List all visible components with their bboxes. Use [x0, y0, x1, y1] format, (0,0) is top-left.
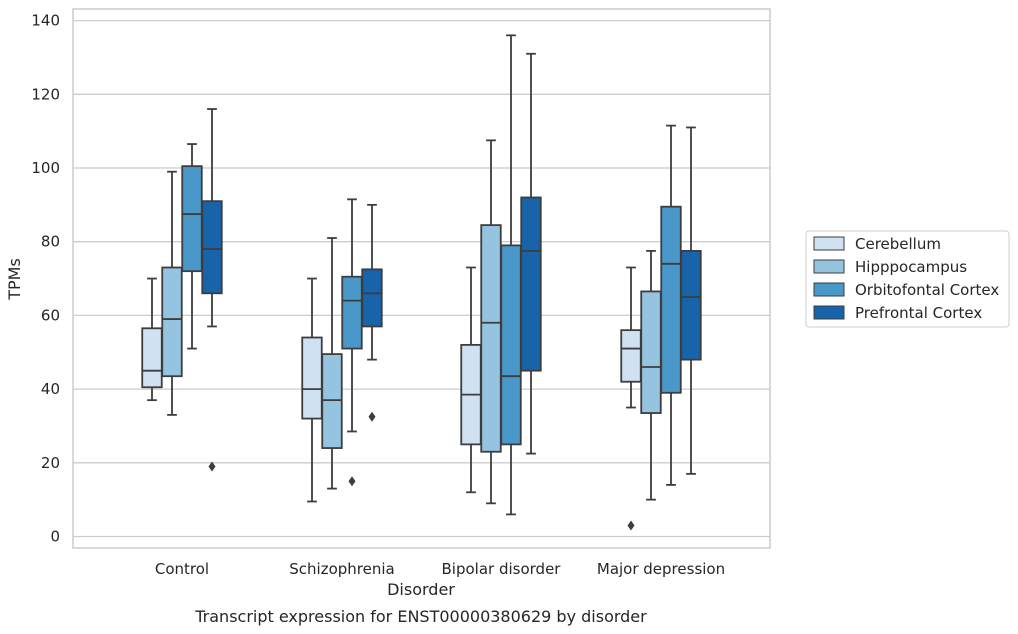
x-tick-label: Schizophrenia	[289, 560, 394, 578]
outlier-point	[348, 476, 356, 487]
x-tick-label: Bipolar disorder	[442, 560, 562, 578]
box-iqr	[520, 196, 542, 372]
legend-swatch	[813, 305, 845, 320]
y-tick-label: 140	[31, 12, 60, 30]
box-iqr	[201, 200, 223, 295]
box-iqr	[341, 275, 363, 350]
y-tick-label: 0	[50, 528, 60, 546]
legend: Cerebellum Hipppocampus Orbitofontal Corte…	[805, 230, 1010, 328]
legend-swatch	[813, 259, 845, 274]
legend-label: Cerebellum	[855, 235, 941, 253]
y-tick-label: 60	[41, 306, 60, 324]
legend-label: Prefrontal Cortex	[855, 304, 982, 322]
box-3-3	[680, 126, 702, 475]
box-iqr	[640, 290, 662, 414]
box-iqr	[181, 165, 203, 273]
box-iqr	[500, 244, 522, 446]
box-0-2	[181, 143, 203, 350]
box-iqr	[321, 353, 343, 449]
plot-background	[73, 9, 770, 548]
y-tick-labels: 0 20 40 60 80 100 120 140	[31, 12, 60, 546]
grid-lines	[73, 19, 770, 538]
box-0-0	[141, 277, 163, 402]
box-0-3	[201, 108, 223, 472]
box-iqr	[361, 268, 383, 328]
box-iqr	[480, 224, 502, 453]
x-tick-label: Control	[155, 560, 209, 578]
box-iqr	[680, 250, 702, 361]
legend-label: Hipppocampus	[855, 258, 967, 276]
box-iqr	[141, 327, 163, 389]
x-tick-labels: Control Schizophrenia Bipolar disorder Majo…	[155, 560, 725, 578]
legend-label: Orbitofontal Cortex	[855, 281, 999, 299]
outlier-point	[208, 461, 216, 472]
outlier-point	[368, 411, 376, 422]
box-0-1	[161, 170, 183, 416]
x-tick-label: Major depression	[597, 560, 725, 578]
y-tick-label: 120	[31, 85, 60, 103]
box-iqr	[660, 205, 682, 394]
y-tick-label: 40	[41, 380, 60, 398]
y-axis-label: TPMs	[5, 258, 24, 301]
box-2-3	[520, 52, 542, 455]
box-iqr	[620, 329, 642, 383]
box-1-3	[361, 203, 383, 422]
outlier-point	[627, 520, 635, 531]
x-axis-label: Disorder	[387, 580, 455, 599]
box-iqr	[161, 266, 183, 378]
y-tick-label: 100	[31, 159, 60, 177]
chart-caption: Transcript expression for ENST0000038062…	[194, 607, 647, 626]
box-iqr	[301, 336, 323, 420]
legend-swatch	[813, 282, 845, 297]
y-tick-label: 80	[41, 233, 60, 251]
legend-swatch	[813, 236, 845, 251]
box-1-0	[301, 277, 323, 503]
plot-frame	[72, 8, 771, 549]
box-3-1	[640, 250, 662, 501]
legend-frame	[805, 230, 1010, 328]
y-tick-label: 20	[41, 454, 60, 472]
box-1-1	[321, 237, 343, 490]
box-groups	[141, 34, 702, 531]
box-2-0	[460, 266, 482, 494]
